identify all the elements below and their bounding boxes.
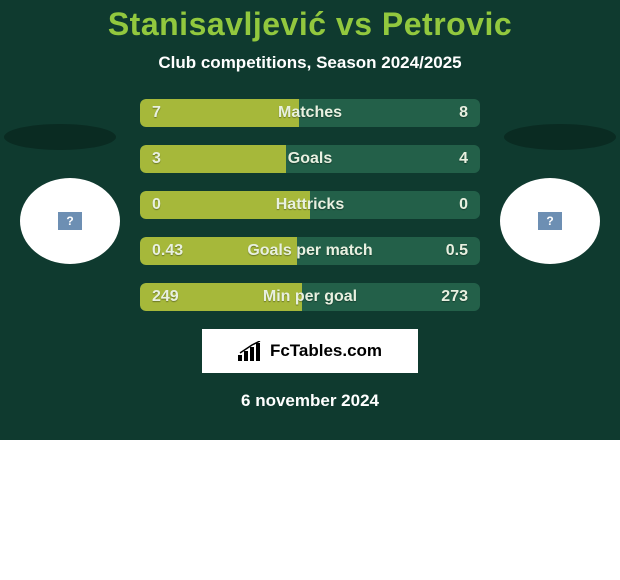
stat-bar-fill (140, 99, 299, 127)
stat-value-right: 4 (459, 150, 468, 168)
player-avatar-right: ? (500, 178, 600, 264)
placeholder-glyph: ? (66, 214, 73, 228)
stat-bar: 3Goals4 (140, 145, 480, 173)
stat-bar: 7Matches8 (140, 99, 480, 127)
stat-value-right: 0 (459, 196, 468, 214)
player-shadow-left (4, 124, 116, 150)
stat-bar-fill (140, 191, 310, 219)
comparison-card: Stanisavljević vs Petrovic Club competit… (0, 0, 620, 440)
stat-value-right: 0.5 (446, 242, 468, 260)
comparison-title: Stanisavljević vs Petrovic (0, 6, 620, 43)
player-shadow-right (504, 124, 616, 150)
source-badge-label: FcTables.com (270, 341, 382, 361)
stat-bar-fill (140, 145, 286, 173)
stat-bar: 0Hattricks0 (140, 191, 480, 219)
stat-bar: 249Min per goal273 (140, 283, 480, 311)
source-badge: FcTables.com (202, 329, 418, 373)
comparison-subtitle: Club competitions, Season 2024/2025 (0, 53, 620, 73)
bar-chart-icon (238, 341, 264, 361)
stat-bar-fill (140, 237, 297, 265)
placeholder-image-icon: ? (58, 212, 82, 230)
stat-value-right: 273 (441, 288, 468, 306)
placeholder-image-icon: ? (538, 212, 562, 230)
player-avatar-left: ? (20, 178, 120, 264)
stats-bars: 7Matches8 3Goals4 0Hattricks0 0.43Goals per… (140, 99, 480, 311)
footer-date: 6 november 2024 (0, 391, 620, 411)
stat-bar-fill (140, 283, 302, 311)
stat-value-right: 8 (459, 104, 468, 122)
placeholder-glyph: ? (546, 214, 553, 228)
stat-bar: 0.43Goals per match0.5 (140, 237, 480, 265)
